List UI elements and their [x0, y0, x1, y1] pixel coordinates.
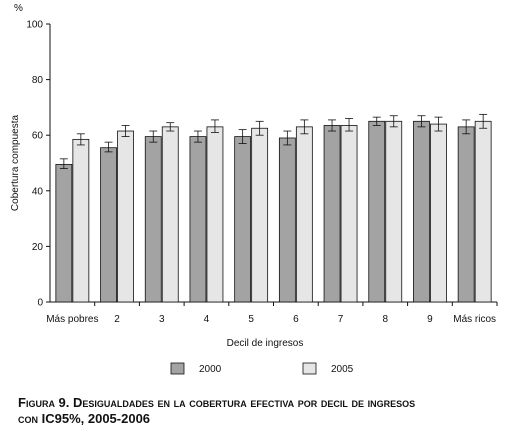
x-tick-label: 5 — [248, 314, 254, 325]
x-tick-label: 8 — [382, 314, 388, 325]
legend-label-2005: 2005 — [331, 364, 354, 375]
bar-2005 — [206, 126, 224, 303]
x-tick-label: 3 — [159, 314, 165, 325]
x-tick-label: 7 — [338, 314, 344, 325]
y-axis: 0 20 40 60 80 100 — [26, 20, 51, 309]
bar-2000 — [457, 126, 475, 303]
x-tick-label: 2 — [114, 314, 120, 325]
x-tick-label: 9 — [427, 314, 433, 325]
bar-2000 — [413, 120, 430, 303]
legend-swatch-2000 — [170, 362, 185, 375]
y-tick-label: 20 — [32, 242, 44, 253]
bar-2005 — [117, 130, 134, 303]
y-tick-label: 40 — [32, 186, 44, 197]
chart: % 0 20 40 60 80 100 Más pobres 2 3 4 5 6 7 8 9 Más ric… — [10, 3, 498, 375]
x-axis: Más pobres 2 3 4 5 6 7 8 9 Más ricos — [46, 301, 498, 325]
bar-2005 — [72, 138, 90, 303]
x-tick-label: 4 — [204, 314, 210, 325]
x-tick-label: Más pobres — [46, 314, 98, 325]
caption-line-2: con IC95%, 2005-2006 — [18, 411, 151, 426]
y-tick-label: 60 — [32, 131, 44, 142]
bar-2005 — [430, 123, 447, 303]
unit-label: % — [14, 3, 23, 14]
figure-caption: Figura 9. Desigualdades en la cobertura … — [18, 395, 513, 427]
x-axis-title: Decil de ingresos — [227, 338, 304, 349]
bar-2005 — [295, 126, 313, 303]
bar-2005 — [161, 126, 179, 303]
bars — [55, 113, 492, 303]
legend-label-2000: 2000 — [199, 364, 222, 375]
bar-2000 — [234, 136, 252, 303]
y-axis-title: Cobertura compuesta — [10, 114, 21, 211]
bar-2005 — [340, 125, 358, 303]
bar-2005 — [474, 120, 492, 303]
bar-2000 — [100, 147, 117, 303]
bar-2000 — [323, 125, 341, 303]
x-tick-label: 6 — [293, 314, 299, 325]
bar-2005 — [251, 127, 269, 303]
y-tick-label: 80 — [32, 75, 44, 86]
legend: 2000 2005 — [170, 362, 354, 375]
y-tick-label: 100 — [26, 20, 43, 31]
legend-swatch-2005 — [302, 362, 317, 375]
bar-2000 — [278, 137, 296, 303]
bar-2000 — [368, 120, 386, 303]
caption-line-1: Figura 9. Desigualdades en la cobertura … — [18, 395, 416, 410]
bar-2000 — [144, 136, 162, 303]
bar-2005 — [385, 120, 403, 303]
y-tick-label: 0 — [37, 298, 43, 309]
x-tick-label: Más ricos — [453, 314, 496, 325]
bar-2000 — [189, 136, 207, 303]
bar-2000 — [55, 163, 73, 303]
